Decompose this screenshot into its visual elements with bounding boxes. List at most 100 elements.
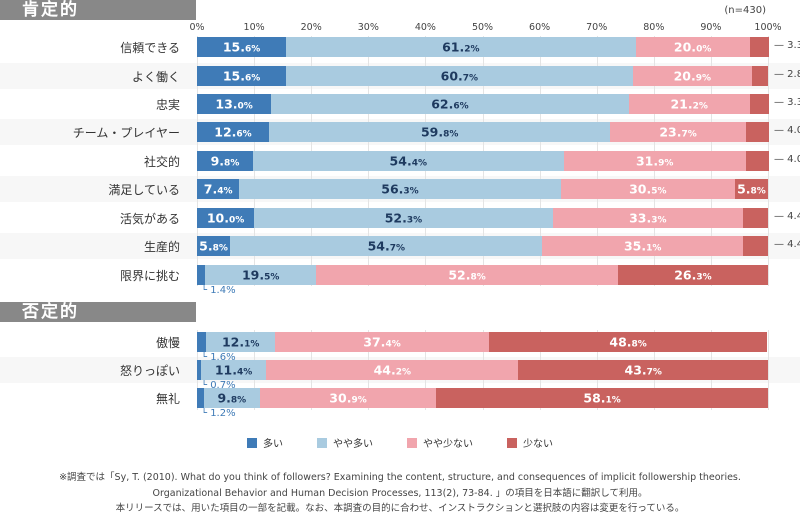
- legend-item: やや多い: [317, 435, 373, 450]
- data-label: 9.8%: [217, 390, 247, 406]
- bar-segment: [266, 360, 519, 380]
- legend: 多い やや多い やや少ない 少ない: [0, 435, 800, 450]
- bar-segment: [268, 122, 611, 142]
- data-label-outside: — 4.4%: [774, 211, 800, 222]
- bar-segment: [254, 208, 553, 228]
- data-label: 5.8%: [199, 238, 228, 254]
- bar-segment: [197, 208, 255, 228]
- bar-segment: [617, 265, 768, 285]
- data-label-outside: — 4.0%: [774, 154, 800, 165]
- data-label: 48.8%: [609, 334, 647, 350]
- data-label-below: └ 0.7%: [201, 380, 236, 391]
- data-label: 5.8%: [737, 181, 766, 197]
- category-label: 信頼できる: [120, 41, 180, 55]
- data-label: 13.0%: [215, 96, 253, 112]
- data-label: 61.2%: [442, 39, 480, 55]
- legend-item: やや少ない: [407, 435, 473, 450]
- bar-segment: [745, 122, 769, 142]
- x-tick-label: 70%: [586, 22, 608, 33]
- data-label: 12.1%: [221, 334, 260, 350]
- bar-segment: [635, 37, 750, 57]
- data-label: 15.6%: [222, 39, 261, 55]
- category-label: 満足している: [108, 183, 180, 197]
- bar-segment: [271, 94, 629, 114]
- gridline: [768, 330, 769, 410]
- x-tick-label: 10%: [243, 22, 265, 33]
- x-tick-label: 30%: [357, 22, 379, 33]
- bar-segment: [316, 265, 618, 285]
- bar-segment: [204, 265, 317, 285]
- bar-segment: [745, 151, 769, 171]
- data-label-below: └ 1.6%: [201, 352, 236, 363]
- data-label: 15.6%: [222, 68, 261, 84]
- data-label-outside: — 4.0%: [774, 125, 800, 136]
- x-tick-label: 100%: [754, 22, 782, 33]
- bar-segment: [734, 179, 768, 199]
- bar-segment: [197, 37, 287, 57]
- bar-segment: [206, 332, 276, 352]
- bar-segment: [552, 208, 743, 228]
- data-label: 12.6%: [214, 124, 252, 140]
- bar-segment: [518, 360, 768, 380]
- bar-segment: [197, 94, 272, 114]
- bar-segment: [197, 388, 204, 408]
- bar-segment: [742, 208, 768, 228]
- data-label-below: └ 1.2%: [201, 408, 236, 419]
- data-label: 58.1%: [583, 390, 621, 406]
- bar-segment: [197, 122, 269, 142]
- x-tick-label: 40%: [414, 22, 436, 33]
- data-label-outside: — 3.3%: [774, 40, 800, 51]
- data-label: 19.5%: [241, 267, 280, 283]
- category-label: 無礼: [155, 392, 180, 406]
- bar-segment: [542, 236, 743, 256]
- data-label: 26.3%: [674, 267, 712, 283]
- bar-segment: [197, 66, 287, 86]
- data-label: 43.7%: [624, 362, 662, 378]
- category-label: 社交的: [143, 155, 180, 169]
- bar-segment: [560, 179, 735, 199]
- data-label: 54.7%: [367, 238, 405, 254]
- data-label: 21.2%: [670, 96, 708, 112]
- data-label: 56.3%: [381, 181, 419, 197]
- data-label-outside: — 3.3%: [774, 97, 800, 108]
- category-label: 忠実: [155, 98, 180, 112]
- data-label: 9.8%: [210, 153, 240, 169]
- bar-segment: [610, 122, 746, 142]
- data-label-below: └ 1.4%: [201, 285, 236, 296]
- data-label: 59.8%: [420, 124, 459, 140]
- bar-segment: [197, 265, 205, 285]
- bar-segment: [742, 236, 768, 256]
- footnote-line: Organizational Behavior and Human Decisi…: [152, 488, 648, 499]
- bar-segment: [275, 332, 489, 352]
- bar-segment: [488, 332, 768, 352]
- bar-segment: [632, 66, 752, 86]
- bar-segment: [197, 236, 231, 256]
- category-label: 生産的: [143, 240, 180, 254]
- x-tick-label: 50%: [471, 22, 494, 33]
- data-label: 35.1%: [623, 238, 662, 254]
- data-label: 30.5%: [629, 181, 667, 197]
- bar-segment: [252, 151, 564, 171]
- data-label: 30.9%: [329, 390, 367, 406]
- data-label: 60.7%: [440, 68, 479, 84]
- x-tick-label: 60%: [529, 22, 551, 33]
- bar-segment: [286, 37, 636, 57]
- data-label: 62.6%: [431, 96, 469, 112]
- section-positive-title: 肯定的: [0, 0, 196, 20]
- footnote-line: 本リリースでは、用いた項目の一部を記載。なお、本調査の目的に合わせ、インストラク…: [115, 503, 685, 513]
- x-tick-label: 90%: [700, 22, 722, 33]
- x-tick-label: 20%: [300, 22, 322, 33]
- data-label: 52.3%: [384, 210, 423, 226]
- bar-segment: [752, 66, 768, 86]
- legend-item: 多い: [247, 435, 283, 450]
- data-label: 20.9%: [673, 68, 712, 84]
- data-label: 10.0%: [206, 210, 245, 226]
- category-label: 活気がある: [119, 212, 180, 226]
- footnote-line: ※調査では「Sy, T. (2010). What do you think o…: [59, 472, 741, 483]
- section-negative-title: 否定的: [0, 302, 196, 322]
- x-tick-label: 80%: [643, 22, 665, 33]
- bar-segment: [749, 37, 769, 57]
- data-label-outside: — 2.8%: [774, 69, 800, 80]
- data-label: 11.4%: [214, 362, 253, 378]
- bar-segment: [286, 66, 633, 86]
